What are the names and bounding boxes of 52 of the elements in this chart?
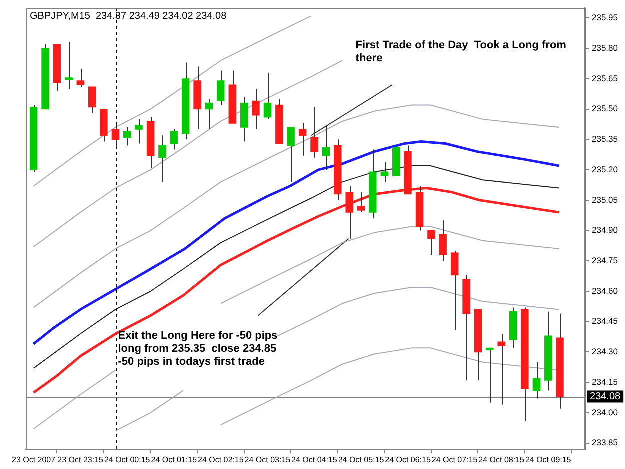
- candlestick: [450, 250, 459, 330]
- candlestick: [532, 362, 540, 400]
- candlestick: [135, 118, 143, 144]
- y-tick-label: 235.65: [592, 73, 618, 84]
- x-tick-label: 24 Oct 09:15: [525, 455, 572, 464]
- candlestick: [498, 334, 506, 406]
- candlestick: [439, 220, 447, 262]
- candlestick: [298, 122, 307, 156]
- x-tick-label: 24 Oct 06:15: [385, 455, 432, 464]
- x-tick-label: 24 Oct 07:15: [432, 455, 478, 464]
- chart-title: GBPJPY,M15 234.37 234.49 234.02 234.08: [30, 10, 228, 22]
- annotation: Exit the Long Here for -50 pips long from 235.35 close 234.85 -50 pips in todays first trade: [118, 330, 278, 368]
- x-tick-label: 24 Oct 04:15: [292, 455, 338, 464]
- x-tick-label: 24 Oct 01:15: [151, 455, 198, 464]
- candlestick: [486, 348, 494, 404]
- candlestick: [252, 88, 260, 130]
- y-tick-label: 235.95: [592, 12, 618, 23]
- candlestick: [380, 161, 388, 183]
- candlestick: [170, 129, 178, 150]
- x-tick-label: 24 Oct 00:15: [104, 455, 151, 464]
- candlestick: [287, 127, 295, 183]
- candlestick: [88, 86, 96, 114]
- candlestick: [357, 192, 366, 214]
- y-tick-label: 234.90: [592, 225, 618, 236]
- candlestick: [158, 135, 166, 183]
- y-tick-label: 235.20: [592, 164, 618, 174]
- candlestick: [112, 125, 120, 148]
- x-tick-label: 24 Oct 08:15: [478, 455, 526, 464]
- candlestick: [217, 70, 225, 106]
- y-tick-label: 234.60: [592, 286, 618, 296]
- ref-line-label: 234.08: [590, 392, 622, 403]
- y-tick-label: 234.45: [592, 316, 618, 326]
- candlestick: [428, 230, 436, 256]
- candlestick: [264, 72, 272, 120]
- y-tick-label: 235.35: [592, 134, 618, 144]
- x-tick-label: 23 Oct 23:15: [58, 455, 104, 464]
- y-tick-label: 233.85: [592, 438, 618, 448]
- candlestick: [76, 68, 84, 88]
- annotation: First Trade of the Day Took a Long from there: [356, 39, 567, 64]
- y-tick-label: 235.50: [592, 104, 618, 114]
- x-tick-label: 24 Oct 02:15: [198, 455, 244, 464]
- candlestick: [124, 127, 132, 146]
- x-tick-label: 24 Oct 05:15: [338, 455, 385, 464]
- y-tick-label: 234.75: [592, 255, 618, 266]
- candlestick: [205, 98, 214, 130]
- y-tick-label: 235.80: [592, 42, 618, 53]
- x-tick-label: 24 Oct 03:15: [244, 455, 292, 464]
- y-tick-label: 234.00: [592, 407, 618, 418]
- y-tick-label: 234.15: [592, 376, 618, 387]
- y-tick-label: 234.30: [592, 346, 618, 357]
- x-tick-label: 23 Oct 2007: [12, 455, 56, 464]
- y-tick-label: 235.05: [592, 194, 618, 205]
